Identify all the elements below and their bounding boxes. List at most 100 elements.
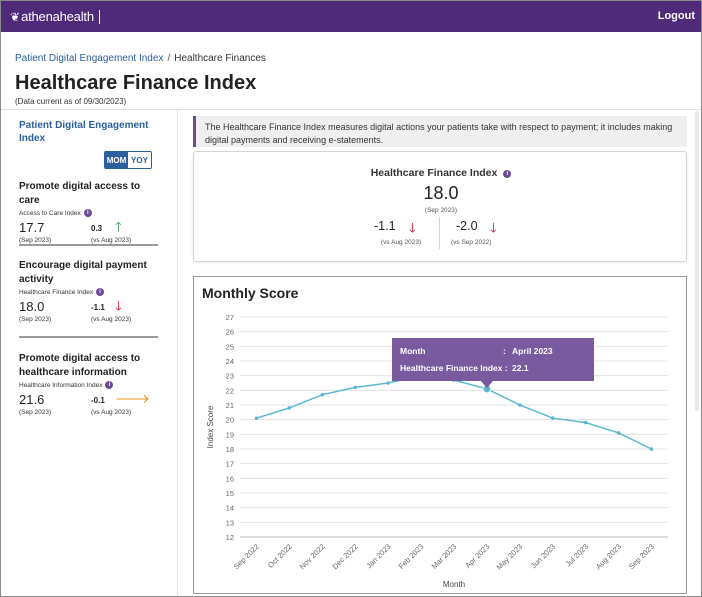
data-point[interactable] (518, 403, 522, 407)
header-divider (1, 109, 701, 110)
breadcrumb-parent-link[interactable]: Patient Digital Engagement Index (15, 53, 164, 64)
y-tick-label: 25 (226, 342, 234, 351)
tooltip-month-value: April 2023 (512, 346, 553, 356)
data-point[interactable] (616, 431, 621, 435)
metric-index-label: Healthcare Finance Index (19, 288, 94, 296)
y-tick-label: 27 (226, 313, 234, 322)
x-tick-label: Jul 2023 (564, 542, 590, 568)
kpi-card: Healthcare Finance Index i 18.0 (Sep 202… (193, 151, 687, 262)
toggle-mom[interactable]: MOM (105, 152, 128, 168)
metric-index-name: Healthcare Information Index i (19, 381, 159, 389)
metric-change: -0.1 (91, 396, 105, 405)
kpi-yoy-change: -2.0 (456, 219, 478, 233)
arrow-right-icon: 🡒 (115, 391, 150, 406)
metric-change-period: (vs Aug 2023) (91, 409, 132, 416)
metric-values: 21.6 (Sep 2023) -0.1 (vs Aug 2023) 🡒 (19, 392, 159, 418)
kpi-title: Healthcare Finance Index i (194, 167, 688, 179)
metric-separator (19, 244, 158, 246)
kpi-mom-change: -1.1 (374, 219, 396, 233)
metric-value: 17.7 (19, 220, 45, 235)
athenahealth-logo[interactable]: ❦ athenahealth (10, 9, 100, 24)
data-point[interactable] (550, 416, 555, 420)
metric-access-to-care[interactable]: Promote digital access to care Access to… (19, 180, 159, 246)
metric-separator (19, 336, 158, 338)
x-tick-label: Aug 2023 (594, 542, 623, 571)
monthly-score-chart[interactable]: 12 13 14 15 16 17 18 19 20 21 22 23 24 25 26 27 Sep 2022… (194, 277, 688, 595)
x-tick-label: Mar 2023 (430, 542, 459, 571)
data-point[interactable] (353, 385, 358, 390)
tooltip-month-label: Month (400, 346, 426, 356)
tooltip-pointer (480, 381, 493, 388)
data-point[interactable] (386, 381, 390, 385)
logo-text: athenahealth (21, 9, 94, 24)
breadcrumb: Patient Digital Engagement Index / Healthc… (15, 53, 266, 64)
metric-title: Promote digital access to healthcare inf… (19, 353, 141, 378)
info-icon[interactable]: i (96, 288, 105, 296)
tooltip-index-value: 22.1 (512, 363, 529, 373)
metric-value: 18.0 (19, 299, 45, 314)
y-axis-label: Index Score (206, 405, 215, 448)
metric-values: 18.0 (Sep 2023) -1.1 (vs Aug 2023) 🡓 (19, 299, 159, 325)
info-icon[interactable]: i (105, 381, 114, 389)
x-tick-label: Jun 2023 (529, 542, 557, 570)
arrow-down-icon: 🡓 (409, 220, 416, 235)
metric-index-label: Access to Care Index (19, 209, 81, 217)
data-point[interactable] (320, 392, 325, 397)
kpi-yoy-period: (vs Sep 2022) (451, 239, 492, 246)
y-tick-label: 12 (226, 533, 234, 542)
y-tick-label: 16 (226, 474, 234, 483)
metric-index-label: Healthcare Information Index (19, 381, 103, 389)
data-point[interactable] (254, 416, 259, 420)
x-tick-label: Nov 2022 (298, 542, 327, 571)
y-tick-label: 14 (226, 504, 234, 513)
x-tick-label: May 2023 (495, 542, 525, 572)
arrow-up-icon: 🡑 (115, 219, 122, 234)
sidebar-title-link[interactable]: Patient Digital Engagement Index (19, 120, 149, 144)
metric-title: Encourage digital payment activity (19, 260, 147, 285)
monthly-score-chart-card: Monthly Score 12 13 14 15 16 17 18 19 20 21 22 23 24… (193, 276, 687, 594)
x-tick-label: Apr 2023 (463, 542, 491, 570)
logout-link[interactable]: Logout (657, 10, 695, 22)
y-tick-label: 26 (226, 328, 234, 337)
x-tick-label: Oct 2022 (266, 542, 294, 570)
data-current-note: (Data current as of 09/30/2023) (15, 97, 127, 106)
y-tick-label: 18 (226, 445, 234, 454)
data-point[interactable] (583, 420, 588, 425)
breadcrumb-separator: / (167, 53, 171, 64)
toggle-yoy[interactable]: YOY (128, 152, 151, 168)
x-axis-label: Month (443, 580, 465, 589)
metric-change-period: (vs Aug 2023) (91, 237, 132, 244)
y-tick-label: 17 (226, 460, 234, 469)
info-icon[interactable]: i (83, 209, 92, 217)
y-tick-label: 13 (226, 518, 234, 527)
kpi-mom-period: (vs Aug 2023) (381, 239, 422, 246)
metric-value-period: (Sep 2023) (19, 316, 52, 323)
y-tick-label: 24 (226, 357, 234, 366)
metric-digital-payment[interactable]: Encourage digital payment activity Healt… (19, 259, 159, 325)
page-title: Healthcare Finance Index (15, 72, 257, 94)
y-tick-label: 21 (226, 401, 234, 410)
sidebar: Patient Digital Engagement Index MOM YOY… (1, 110, 178, 596)
metric-change-period: (vs Aug 2023) (91, 316, 132, 323)
x-tick-label: Sep 2023 (627, 542, 656, 571)
index-description-banner: The Healthcare Finance Index measures di… (193, 116, 687, 147)
page-scrollbar[interactable] (695, 111, 699, 411)
data-point[interactable] (287, 406, 292, 410)
metric-values: 17.7 (Sep 2023) 0.3 (vs Aug 2023) 🡑 (19, 220, 159, 246)
metric-healthcare-info[interactable]: Promote digital access to healthcare inf… (19, 352, 159, 418)
info-icon[interactable]: i (503, 170, 512, 178)
kpi-title-text: Healthcare Finance Index (370, 167, 498, 179)
leaf-icon: ❦ (10, 9, 21, 24)
tooltip-box (392, 338, 594, 381)
data-point[interactable] (649, 447, 654, 451)
tooltip-colon: : (503, 346, 506, 356)
metric-change: -1.1 (91, 303, 105, 312)
metric-title: Promote digital access to care (19, 181, 141, 206)
kpi-value-period: (Sep 2023) (424, 207, 458, 214)
metric-index-name: Access to Care Index i (19, 209, 159, 217)
mom-yoy-toggle[interactable]: MOM YOY (104, 151, 152, 169)
metric-value-period: (Sep 2023) (19, 237, 52, 244)
x-tick-label: Dec 2022 (331, 542, 360, 571)
kpi-value: 18.0 (423, 183, 459, 203)
